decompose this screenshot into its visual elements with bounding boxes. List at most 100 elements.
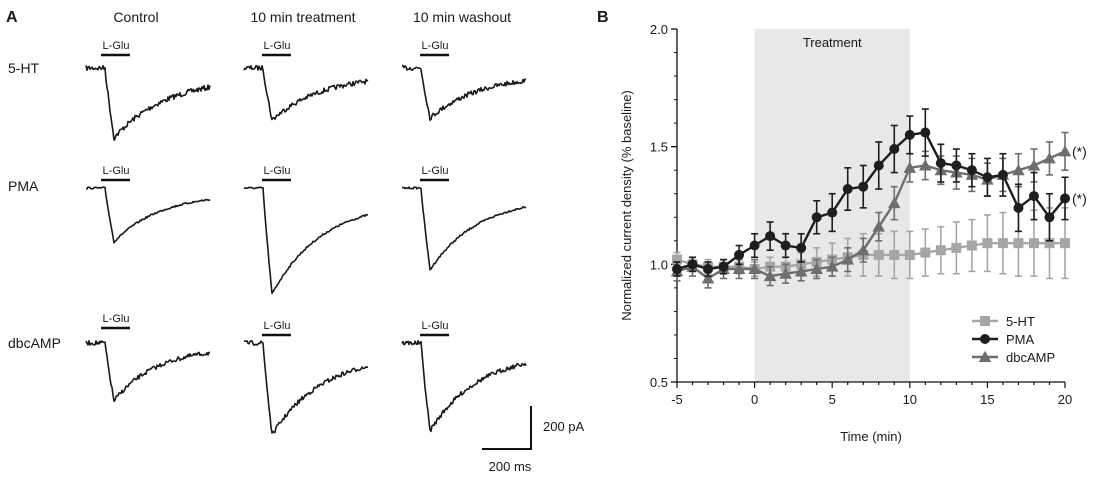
legend-item: 5-HT	[972, 314, 1035, 329]
current-traces	[85, 64, 527, 434]
x-tick-label: 15	[980, 392, 994, 407]
chart-axes: 0.5 1.0 1.5 2.0 -5 0 5 10 15 20	[650, 22, 1072, 407]
treatment-label: Treatment	[803, 35, 862, 50]
data-point	[858, 181, 869, 192]
data-point	[935, 245, 946, 256]
data-point	[842, 184, 853, 195]
data-point	[903, 161, 917, 173]
data-point	[796, 242, 807, 253]
data-point	[794, 265, 808, 277]
legend-label: 5-HT	[1006, 314, 1035, 329]
scale-time-label: 200 ms	[489, 459, 532, 474]
stim-label: L-Glu	[103, 40, 130, 52]
panel-b: B Treatment 0.5 1.0 1.5 2.0 -5 0 5 10 15 20 Norma…	[597, 9, 1087, 444]
stim-marker: L-Glu	[420, 40, 449, 57]
data-point	[1044, 238, 1055, 249]
scale-bar: 200 pA 200 ms	[482, 406, 585, 474]
data-point	[748, 262, 761, 275]
data-point	[1013, 202, 1024, 213]
current-trace-1-1	[243, 186, 369, 295]
data-point	[856, 243, 870, 256]
data-point	[811, 212, 822, 223]
column-header-control: Control	[113, 9, 158, 25]
data-point	[672, 264, 682, 275]
x-tick-label: -5	[671, 392, 683, 407]
data-point	[827, 207, 838, 218]
data-point	[951, 160, 962, 171]
legend-label: PMA	[1006, 332, 1035, 347]
current-trace-2-0	[85, 340, 211, 403]
data-point	[982, 238, 993, 249]
stim-marker: L-Glu	[262, 40, 291, 57]
stim-label: L-Glu	[103, 313, 130, 325]
data-point	[1028, 191, 1039, 202]
row-label-pma: PMA	[8, 178, 39, 194]
series-5ht	[672, 207, 1070, 280]
y-tick-label: 1.0	[650, 257, 668, 272]
legend-marker	[980, 334, 990, 344]
data-point	[765, 231, 776, 242]
stim-marker: L-Glu	[101, 165, 130, 182]
data-point	[997, 169, 1008, 180]
data-point	[841, 253, 854, 265]
chart-legend: 5-HT PMA dbcAMP	[972, 314, 1055, 365]
current-trace-0-1	[243, 65, 369, 121]
significance-marker: (*)	[1072, 143, 1087, 159]
current-trace-0-2	[402, 64, 527, 121]
legend-marker	[978, 350, 992, 362]
stim-marker: L-Glu	[262, 165, 291, 182]
panel-a: A Control 10 min treatment 10 min washou…	[6, 9, 585, 474]
data-point	[920, 127, 931, 138]
y-tick-label: 2.0	[650, 22, 668, 37]
data-point	[1028, 238, 1039, 249]
y-tick-label: 1.5	[650, 140, 668, 155]
data-point	[966, 240, 977, 251]
x-tick-label: 0	[751, 392, 758, 407]
legend-item: PMA	[972, 332, 1035, 347]
data-point	[1044, 212, 1055, 223]
data-point	[982, 172, 993, 183]
data-point	[904, 129, 915, 140]
data-point	[919, 159, 932, 171]
series-pma	[672, 108, 1070, 277]
y-tick-label: 0.5	[650, 375, 668, 390]
chart-series	[670, 108, 1072, 289]
column-header-treatment: 10 min treatment	[250, 9, 355, 25]
x-tick-label: 20	[1058, 392, 1072, 407]
stim-marker: L-Glu	[101, 313, 130, 330]
data-point	[701, 272, 715, 284]
data-point	[951, 242, 962, 253]
data-point	[889, 249, 900, 260]
legend-marker	[980, 316, 990, 326]
data-point	[734, 249, 745, 260]
data-point	[920, 247, 931, 258]
current-trace-2-2	[401, 340, 527, 433]
x-tick-label: 10	[903, 392, 917, 407]
data-point	[1043, 152, 1056, 164]
stim-label: L-Glu	[422, 320, 449, 332]
data-point	[749, 240, 760, 251]
stim-label: L-Glu	[264, 320, 291, 332]
data-point	[966, 165, 977, 176]
data-point	[672, 254, 682, 265]
column-header-washout: 10 min washout	[413, 9, 511, 25]
stim-label: L-Glu	[103, 165, 130, 177]
data-point	[873, 249, 884, 260]
data-point	[703, 264, 714, 275]
data-point	[873, 160, 884, 171]
row-label-dbcamp: dbcAMP	[8, 335, 61, 351]
legend-item: dbcAMP	[972, 350, 1055, 365]
data-point	[888, 196, 901, 209]
row-label-5ht: 5-HT	[8, 60, 40, 76]
data-point	[810, 262, 823, 275]
data-point	[1060, 193, 1070, 204]
data-point	[780, 240, 791, 251]
panel-b-label: B	[597, 9, 609, 26]
data-point	[1027, 159, 1041, 171]
data-point	[1060, 238, 1070, 249]
data-point	[732, 262, 746, 275]
y-axis-label: Normalized current density (% baseline)	[619, 90, 634, 320]
data-point	[872, 220, 886, 232]
current-trace-1-2	[401, 186, 527, 271]
data-point	[687, 259, 698, 270]
